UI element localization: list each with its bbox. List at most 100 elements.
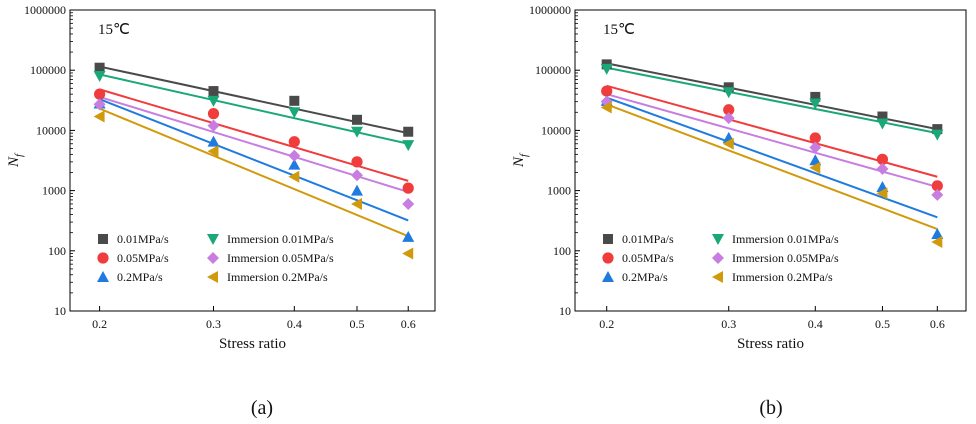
data-point bbox=[877, 111, 888, 122]
chart-panel-a: 10 100 1000 10000 100000 1000000 0.2 0.3 0.4 0.5 0… bbox=[6, 3, 436, 352]
legend-marker bbox=[97, 271, 109, 282]
panel-caption: (b) bbox=[759, 397, 782, 419]
data-point bbox=[809, 132, 821, 144]
data-point bbox=[931, 180, 943, 192]
legend-marker bbox=[207, 252, 219, 264]
data-point bbox=[876, 187, 888, 200]
legend-label: Immersion 0.01MPa/s bbox=[227, 232, 334, 246]
data-point bbox=[352, 114, 363, 125]
x-tick-label: 0.4 bbox=[808, 317, 823, 331]
y-tick-label: 1000000 bbox=[24, 3, 66, 17]
x-tick-label: 0.2 bbox=[599, 317, 614, 331]
legend-item: Immersion 0.2MPa/s bbox=[207, 270, 328, 284]
x-tick-label: 0.6 bbox=[930, 317, 945, 331]
legend-item: 0.2MPa/s bbox=[97, 270, 163, 284]
data-point bbox=[600, 101, 612, 114]
data-point bbox=[810, 91, 821, 102]
y-tick-label: 10000 bbox=[36, 123, 66, 137]
data-point bbox=[722, 87, 735, 99]
y-tick-label: 1000000 bbox=[529, 3, 571, 17]
y-tick-label: 100 bbox=[48, 244, 66, 258]
x-tick-label: 0.3 bbox=[206, 317, 221, 331]
data-point bbox=[931, 228, 944, 240]
data-point bbox=[876, 153, 889, 165]
y-tick-label: 10 bbox=[54, 304, 66, 318]
y-tick-label: 100 bbox=[553, 244, 571, 258]
legend-marker bbox=[97, 252, 109, 264]
legend-marker bbox=[98, 234, 108, 244]
data-point bbox=[931, 188, 944, 201]
legend-label: Immersion 0.01MPa/s bbox=[732, 232, 839, 246]
legend-item: 0.05MPa/s bbox=[602, 251, 674, 265]
data-point bbox=[288, 107, 301, 119]
plot-frame bbox=[69, 9, 436, 312]
fit-line bbox=[99, 73, 409, 145]
legend-marker bbox=[603, 234, 613, 244]
data-point bbox=[809, 98, 822, 110]
data-point bbox=[402, 197, 415, 210]
y-tick-label: 100000 bbox=[30, 63, 66, 77]
legend-item: 0.2MPa/s bbox=[602, 270, 668, 284]
data-point bbox=[402, 230, 415, 242]
temperature-annotation: 15℃ bbox=[603, 22, 635, 38]
legend-label: Immersion 0.2MPa/s bbox=[732, 270, 833, 284]
legend-item: Immersion 0.05MPa/s bbox=[207, 251, 334, 265]
legend-marker bbox=[712, 252, 724, 264]
x-tick-label: 0.6 bbox=[401, 317, 416, 331]
data-point bbox=[351, 197, 363, 210]
temperature-annotation: 15℃ bbox=[98, 22, 130, 38]
data-point bbox=[931, 236, 943, 249]
x-tick-label: 0.5 bbox=[350, 317, 365, 331]
legend-marker bbox=[602, 271, 614, 282]
legend-label: 0.2MPa/s bbox=[117, 270, 163, 284]
data-point bbox=[932, 124, 943, 135]
x-tick-label: 0.4 bbox=[287, 317, 302, 331]
fit-line bbox=[99, 107, 409, 238]
fit-line bbox=[606, 93, 938, 188]
y-tick-label: 1000 bbox=[547, 184, 571, 198]
data-point bbox=[93, 98, 106, 111]
data-point bbox=[207, 135, 220, 147]
data-point bbox=[351, 184, 364, 196]
y-axis-title-subscript: f bbox=[518, 152, 530, 157]
data-point bbox=[289, 95, 300, 106]
panel-caption: (a) bbox=[251, 397, 273, 419]
legend-marker bbox=[207, 271, 218, 283]
data-point bbox=[288, 149, 301, 162]
legend-label: 0.05MPa/s bbox=[117, 251, 169, 265]
data-point bbox=[931, 129, 944, 141]
data-point bbox=[600, 63, 613, 75]
data-point bbox=[809, 141, 822, 154]
data-point bbox=[809, 154, 822, 166]
legend-marker bbox=[602, 252, 614, 264]
legend-item: Immersion 0.01MPa/s bbox=[207, 232, 334, 246]
data-point bbox=[402, 182, 414, 194]
y-tick-label: 10000 bbox=[541, 123, 571, 137]
x-tick-label: 0.5 bbox=[875, 317, 890, 331]
data-point bbox=[722, 137, 734, 150]
plot-frame bbox=[574, 9, 967, 312]
legend-label: 0.2MPa/s bbox=[622, 270, 668, 284]
x-tick-label: 0.3 bbox=[721, 317, 736, 331]
data-point bbox=[288, 158, 301, 170]
fit-line bbox=[99, 95, 409, 193]
data-point bbox=[207, 95, 220, 107]
y-tick-label: 1000 bbox=[42, 184, 66, 198]
data-point bbox=[207, 119, 220, 132]
data-point bbox=[351, 126, 364, 138]
data-point bbox=[93, 88, 106, 100]
legend-label: Immersion 0.2MPa/s bbox=[227, 270, 328, 284]
data-point bbox=[351, 156, 363, 168]
chart-panel-b: 10 100 1000 10000 100000 1000000 0.2 0.3 0.4 0.5 0… bbox=[511, 3, 967, 352]
data-point bbox=[722, 112, 735, 125]
data-point bbox=[94, 62, 105, 73]
legend-label: Immersion 0.05MPa/s bbox=[227, 251, 334, 265]
data-point bbox=[207, 108, 220, 120]
fit-line bbox=[606, 96, 938, 219]
data-point bbox=[208, 86, 219, 97]
x-axis-title: Stress ratio bbox=[737, 336, 804, 352]
legend-item: Immersion 0.01MPa/s bbox=[712, 232, 839, 246]
data-point bbox=[402, 140, 415, 152]
data-point bbox=[876, 162, 889, 175]
